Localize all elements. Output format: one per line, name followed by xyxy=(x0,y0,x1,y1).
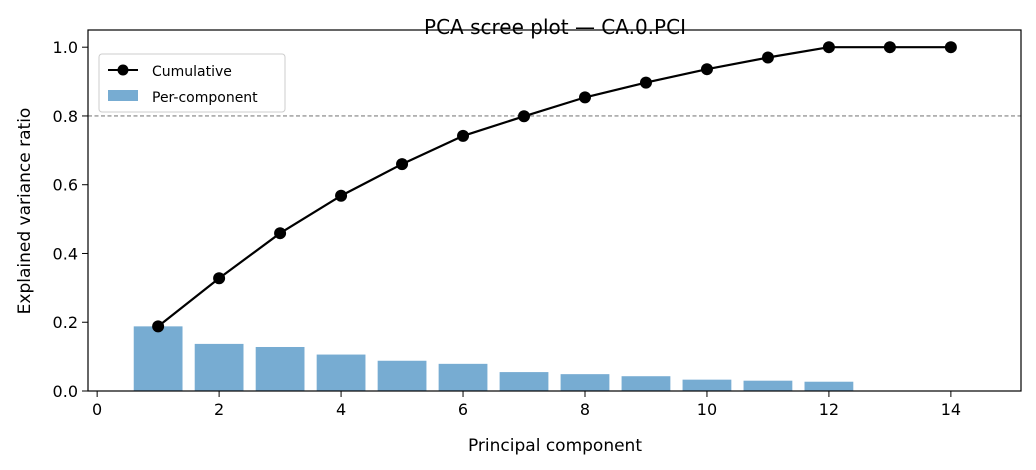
cumulative-point xyxy=(761,51,774,64)
cumulative-point xyxy=(822,41,835,54)
y-tick-label: 1.0 xyxy=(53,38,78,57)
bar xyxy=(438,363,488,391)
x-tick-label: 14 xyxy=(941,400,961,419)
cumulative-line xyxy=(157,46,951,328)
cumulative-point xyxy=(274,227,287,240)
legend-marker-swatch xyxy=(117,64,129,76)
y-tick-label: 0.4 xyxy=(53,244,78,263)
x-tick-label: 12 xyxy=(819,400,839,419)
plot-frame xyxy=(87,29,1022,392)
legend-bar-swatch xyxy=(108,90,138,101)
bar xyxy=(255,346,305,391)
y-tick-label: 0.8 xyxy=(53,107,78,126)
bar xyxy=(377,360,427,391)
cumulative-point xyxy=(213,272,226,285)
legend-box xyxy=(98,53,286,113)
cumulative-point xyxy=(396,158,409,171)
bar xyxy=(194,343,244,391)
cumulative-point xyxy=(700,63,713,76)
bar xyxy=(560,374,610,391)
bar xyxy=(743,380,793,391)
cumulative-point xyxy=(518,110,531,123)
cumulative-point xyxy=(457,129,470,142)
cumulative-point xyxy=(883,41,896,54)
cumulative-point xyxy=(639,76,652,89)
legend: Cumulative Per-component xyxy=(98,53,286,113)
x-tick-label: 0 xyxy=(92,400,102,419)
bar xyxy=(499,372,549,391)
legend-label-per-component: Per-component xyxy=(152,90,258,106)
y-tick-label: 0.6 xyxy=(53,176,78,195)
y-tick-label: 0.0 xyxy=(53,382,78,401)
cumulative-point xyxy=(152,320,165,333)
bar xyxy=(804,381,854,391)
bar xyxy=(316,354,366,391)
x-axis-label: Principal component xyxy=(468,436,642,456)
y-tick-label: 0.2 xyxy=(53,313,78,332)
cumulative-point xyxy=(335,189,348,202)
x-tick-label: 2 xyxy=(214,400,224,419)
y-axis-label: Explained variance ratio xyxy=(15,108,35,315)
bar xyxy=(133,326,183,391)
bar xyxy=(621,376,671,391)
cumulative-point xyxy=(944,41,957,54)
x-tick-label: 8 xyxy=(580,400,590,419)
bar xyxy=(682,379,732,391)
x-tick-label: 10 xyxy=(697,400,717,419)
x-tick-label: 6 xyxy=(458,400,468,419)
cumulative-point xyxy=(578,91,591,104)
x-tick-label: 4 xyxy=(336,400,346,419)
legend-label-cumulative: Cumulative xyxy=(152,64,232,80)
chart-title: PCA scree plot — CA.0.PCI xyxy=(424,15,686,39)
